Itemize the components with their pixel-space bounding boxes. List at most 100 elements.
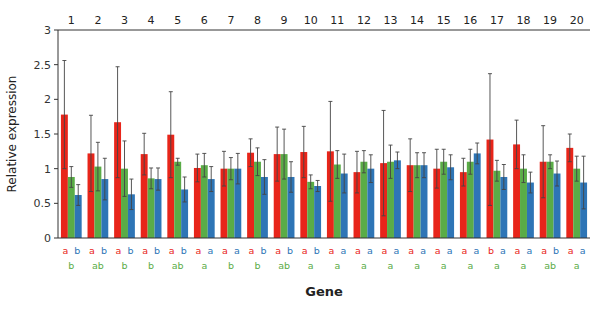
significance-letter: a xyxy=(207,245,213,256)
significance-letter: a xyxy=(340,245,346,256)
category-label: 4 xyxy=(148,14,155,27)
error-bar xyxy=(142,133,146,175)
significance-letter: a xyxy=(435,245,441,256)
significance-letter: b xyxy=(260,245,266,256)
significance-letter: a xyxy=(89,245,95,256)
error-bar xyxy=(275,127,279,181)
x-axis-label: Gene xyxy=(305,284,343,299)
error-bar xyxy=(461,158,465,186)
error-bar xyxy=(256,148,260,176)
bar xyxy=(474,153,481,238)
category-label: 11 xyxy=(330,14,344,27)
error-bar xyxy=(541,126,545,198)
significance-letter: a xyxy=(473,245,479,256)
significance-letter: a xyxy=(222,245,228,256)
significance-letter: b xyxy=(101,245,107,256)
error-bar xyxy=(582,156,586,209)
error-bar xyxy=(156,168,160,190)
significance-letter: a xyxy=(169,245,175,256)
y-tick-label: 1 xyxy=(44,163,51,176)
significance-letter: b xyxy=(127,245,133,256)
category-label: 14 xyxy=(410,14,424,27)
error-bar xyxy=(195,154,199,182)
bar xyxy=(307,182,314,238)
category-label: 6 xyxy=(201,14,208,27)
error-bar xyxy=(289,162,293,193)
significance-letter: b xyxy=(228,260,234,271)
significance-letter: a xyxy=(461,245,467,256)
error-bar xyxy=(169,92,173,178)
significance-letter: a xyxy=(302,245,308,256)
y-tick xyxy=(54,203,58,204)
error-bar xyxy=(382,110,386,215)
category-label: 17 xyxy=(490,14,504,27)
error-bar xyxy=(282,129,286,179)
error-bar xyxy=(89,115,93,191)
error-bar xyxy=(335,151,339,179)
significance-letter: a xyxy=(420,245,426,256)
error-bar xyxy=(202,153,206,177)
error-bar xyxy=(435,149,439,188)
significance-letter: a xyxy=(515,245,521,256)
error-bar xyxy=(389,145,393,178)
error-bar xyxy=(123,141,127,196)
error-bar xyxy=(422,153,426,178)
error-bar xyxy=(229,158,233,180)
significance-letter: a xyxy=(574,260,580,271)
x-axis-line xyxy=(58,238,590,239)
error-bar xyxy=(528,172,532,193)
error-bar xyxy=(502,165,506,190)
y-tick xyxy=(54,99,58,100)
significance-letter: b xyxy=(181,245,187,256)
significance-letter: a xyxy=(116,245,122,256)
significance-letter: a xyxy=(527,245,533,256)
bar xyxy=(547,162,554,238)
y-tick xyxy=(54,64,58,65)
error-bar xyxy=(408,139,412,192)
category-label: 20 xyxy=(570,14,584,27)
significance-letter: b xyxy=(148,260,154,271)
significance-letter: a xyxy=(521,260,527,271)
significance-letter: a xyxy=(275,245,281,256)
error-bar xyxy=(309,175,313,189)
y-tick-label: 2 xyxy=(44,93,51,106)
error-bar xyxy=(468,149,472,174)
error-bar xyxy=(515,120,519,169)
error-bar xyxy=(236,153,240,184)
error-bar xyxy=(355,151,359,193)
error-bar xyxy=(209,167,213,192)
significance-letter: b xyxy=(553,245,559,256)
significance-letter: a xyxy=(367,245,373,256)
significance-letter: a xyxy=(447,245,453,256)
error-bar xyxy=(149,168,153,189)
error-bar xyxy=(395,152,399,169)
category-label: 10 xyxy=(304,14,318,27)
error-bar xyxy=(495,160,499,181)
y-tick-label: 0 xyxy=(44,232,51,245)
significance-letter: b xyxy=(74,245,80,256)
y-tick xyxy=(54,134,58,135)
significance-letter: a xyxy=(382,245,388,256)
significance-letter: a xyxy=(441,260,447,271)
category-label: 12 xyxy=(357,14,371,27)
bar xyxy=(394,160,401,238)
significance-letter: ab xyxy=(92,260,104,271)
category-label: 15 xyxy=(437,14,451,27)
significance-letter: a xyxy=(408,245,414,256)
error-bar xyxy=(555,161,559,186)
significance-letter: b xyxy=(287,245,293,256)
chart: 00.511.522.53Relative expression12345678… xyxy=(0,0,600,335)
significance-letter: a xyxy=(308,260,314,271)
significance-letter: b xyxy=(154,245,160,256)
significance-letter: a xyxy=(361,260,367,271)
error-bar xyxy=(129,179,133,210)
error-bar xyxy=(183,177,187,202)
significance-letter: b xyxy=(314,245,320,256)
bar xyxy=(314,186,321,238)
significance-letter: a xyxy=(568,245,574,256)
error-bar xyxy=(103,158,107,200)
significance-letter: a xyxy=(467,260,473,271)
error-bar xyxy=(548,155,552,169)
y-tick xyxy=(54,30,58,31)
error-bar xyxy=(342,154,346,193)
